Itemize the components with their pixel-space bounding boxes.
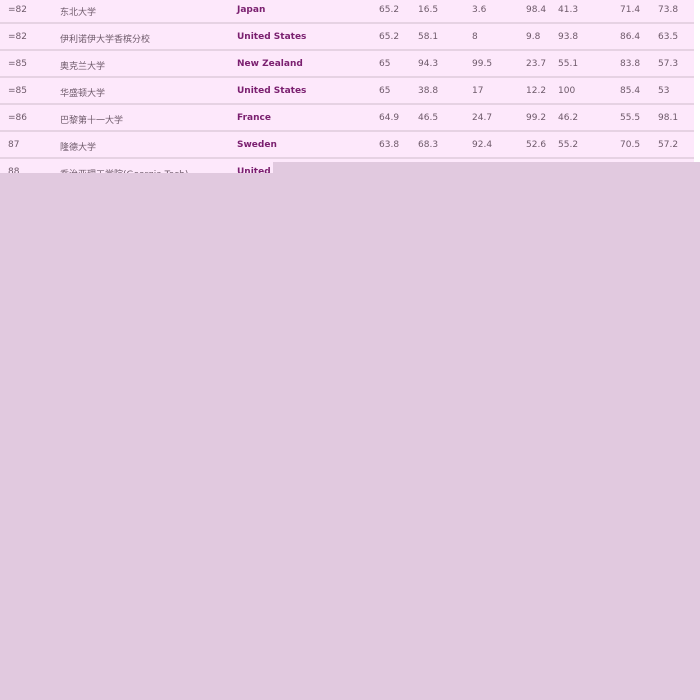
country-cell: New Zealand — [237, 59, 303, 69]
score-cell: 55.5 — [620, 113, 641, 123]
country-cell: United States — [237, 32, 307, 42]
table-row[interactable]: =85 华盛顿大学 United States 65 38.8 17 12.2 100 85.4… — [0, 78, 694, 105]
university-name-cell: 巴黎第十一大学 — [60, 116, 124, 126]
score-cell: 53 — [658, 86, 670, 96]
score-cell: 99.5 — [472, 59, 493, 69]
rank-cell: 87 — [8, 140, 20, 150]
score-cell: 23.7 — [526, 59, 547, 69]
score-cell: 86.4 — [620, 32, 641, 42]
score-cell: 70.5 — [620, 140, 641, 150]
score-cell: 9.8 — [526, 32, 541, 42]
score-cell: 63.8 — [379, 140, 400, 150]
score-cell: 65.2 — [379, 32, 400, 42]
score-cell: 83.8 — [620, 59, 641, 69]
overlay-panel-main — [0, 173, 700, 700]
score-cell: 12.2 — [526, 86, 547, 96]
score-cell: 99.2 — [526, 113, 547, 123]
score-cell: 73.8 — [658, 5, 679, 15]
score-cell: 41.3 — [558, 5, 579, 15]
score-cell: 68.3 — [418, 140, 439, 150]
overlay-panel — [273, 162, 700, 174]
rank-cell: =82 — [8, 32, 27, 42]
score-cell: 3.6 — [472, 5, 487, 15]
score-cell: 100 — [558, 86, 576, 96]
rank-cell: =85 — [8, 86, 27, 96]
score-cell: 16.5 — [418, 5, 439, 15]
score-cell: 57.3 — [658, 59, 679, 69]
country-cell: United States — [237, 167, 307, 177]
score-cell: 98.1 — [658, 113, 679, 123]
table-row[interactable]: =85 奥克兰大学 New Zealand 65 94.3 99.5 23.7 55.1 83.… — [0, 51, 694, 78]
table-row[interactable]: 87 隆德大学 Sweden 63.8 68.3 92.4 52.6 55.2 70.5 57.2 — [0, 132, 694, 159]
score-cell: 55.2 — [558, 140, 579, 150]
university-name-cell: 隆德大学 — [60, 143, 97, 153]
country-cell: Sweden — [237, 140, 277, 150]
score-cell: 65 — [379, 86, 391, 96]
university-name-cell: 伊利诺伊大学香槟分校 — [60, 35, 151, 45]
score-cell: 65.2 — [379, 5, 400, 15]
score-cell: 64.9 — [379, 113, 400, 123]
score-cell: 46.5 — [418, 113, 439, 123]
score-cell: 46.2 — [558, 113, 579, 123]
score-cell: 71.4 — [620, 5, 641, 15]
country-cell: United States — [237, 86, 307, 96]
score-cell: 24.7 — [472, 113, 493, 123]
score-cell: 85.4 — [620, 86, 641, 96]
score-cell: 65 — [379, 59, 391, 69]
score-cell: 17 — [472, 86, 484, 96]
rank-cell: 88 — [8, 167, 20, 177]
table-row[interactable]: =82 伊利诺伊大学香槟分校 United States 65.2 58.1 8 9.8 93… — [0, 24, 694, 51]
rank-cell: =85 — [8, 59, 27, 69]
university-name-cell: 奥克兰大学 — [60, 62, 106, 72]
rankings-table: =82 东北大学 Japan 65.2 16.5 3.6 98.4 41.3 71.4 73.8 =… — [0, 0, 694, 186]
score-cell: 8 — [472, 32, 478, 42]
score-cell: 38.8 — [418, 86, 439, 96]
score-cell: 52.6 — [526, 140, 547, 150]
score-cell: 63.5 — [658, 32, 679, 42]
score-cell: 57.2 — [658, 140, 679, 150]
country-cell: France — [237, 113, 271, 123]
table-row[interactable]: =86 巴黎第十一大学 France 64.9 46.5 24.7 99.2 46.2 55.5… — [0, 105, 694, 132]
score-cell: 58.1 — [418, 32, 439, 42]
score-cell: 92.4 — [472, 140, 493, 150]
university-name-cell: 东北大学 — [60, 8, 97, 18]
score-cell: 94.3 — [418, 59, 439, 69]
rank-cell: =86 — [8, 113, 27, 123]
score-cell: 55.1 — [558, 59, 579, 69]
score-cell: 98.4 — [526, 5, 547, 15]
country-cell: Japan — [237, 5, 266, 15]
score-cell: 93.8 — [558, 32, 579, 42]
rank-cell: =82 — [8, 5, 27, 15]
table-row[interactable]: =82 东北大学 Japan 65.2 16.5 3.6 98.4 41.3 71.4 73.8 — [0, 0, 694, 24]
university-name-cell: 华盛顿大学 — [60, 89, 106, 99]
